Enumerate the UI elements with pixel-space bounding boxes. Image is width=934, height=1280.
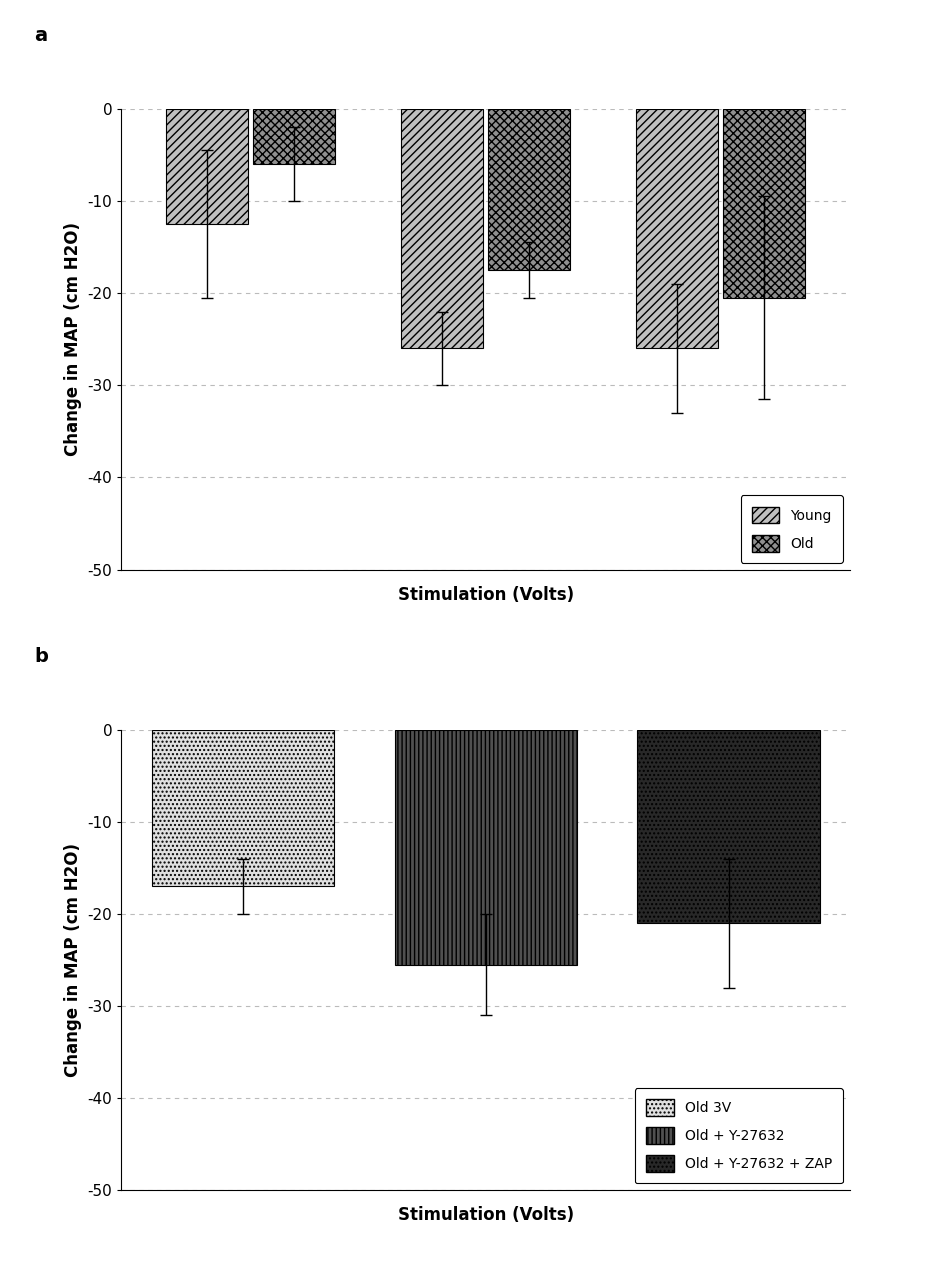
Bar [395, 730, 577, 965]
Y-axis label: Change in MAP (cm H2O): Change in MAP (cm H2O) [64, 223, 82, 456]
Bar [723, 109, 805, 298]
Bar [253, 109, 335, 164]
Bar [638, 730, 820, 923]
X-axis label: Stimulation (Volts): Stimulation (Volts) [398, 1206, 573, 1225]
Bar [401, 109, 483, 348]
Bar [636, 109, 718, 348]
Legend: Young, Old: Young, Old [741, 495, 843, 563]
Bar [152, 730, 334, 886]
Bar [488, 109, 571, 270]
Bar [166, 109, 248, 224]
Y-axis label: Change in MAP (cm H2O): Change in MAP (cm H2O) [64, 844, 82, 1076]
Legend: Old 3V, Old + Y-27632, Old + Y-27632 + ZAP: Old 3V, Old + Y-27632, Old + Y-27632 + Z… [634, 1088, 843, 1184]
X-axis label: Stimulation (Volts): Stimulation (Volts) [398, 585, 573, 604]
Text: a: a [34, 26, 47, 45]
Text: b: b [34, 646, 48, 666]
